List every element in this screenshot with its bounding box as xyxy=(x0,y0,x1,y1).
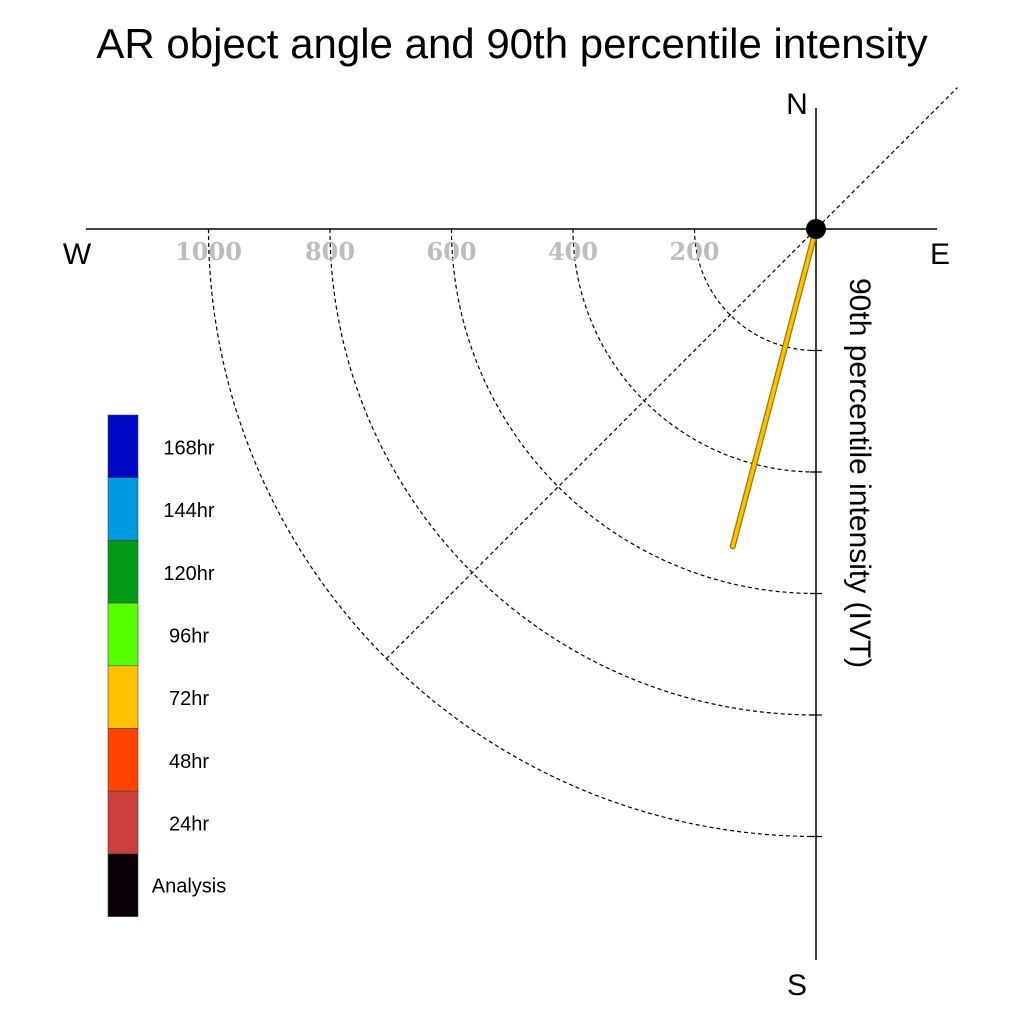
tick-label-400: 400 xyxy=(548,237,598,266)
legend-label-5: 48hr xyxy=(169,751,209,773)
legend-swatch-2 xyxy=(107,540,139,604)
legend-swatch-7 xyxy=(107,853,139,917)
legend: 168hr 144hr 120hr 96hr 72hr 48hr 24hr Analysis xyxy=(107,414,226,917)
origin-marker xyxy=(806,219,826,239)
tick-label-600: 600 xyxy=(426,237,476,266)
legend-swatch-3 xyxy=(107,602,139,667)
chart-title: AR object angle and 90th percentile inte… xyxy=(96,20,927,67)
range-ring-200 xyxy=(693,228,817,352)
legend-swatch-5 xyxy=(107,728,139,792)
radial-tick-labels: 200 400 600 800 1000 xyxy=(175,237,719,266)
diagonal-guide-line xyxy=(386,87,958,659)
tick-label-1000: 1000 xyxy=(175,237,242,266)
legend-swatch-0 xyxy=(107,414,139,479)
tick-label-200: 200 xyxy=(669,237,719,266)
series-line-0 xyxy=(731,227,818,549)
legend-label-6: 24hr xyxy=(169,814,209,836)
legend-label-1: 144hr xyxy=(163,500,214,522)
compass-south-label: S xyxy=(787,969,807,1002)
compass-north-label: N xyxy=(786,88,808,121)
y-axis-label: 90th percentile intensity (IVT) xyxy=(843,278,876,668)
legend-label-3: 96hr xyxy=(169,625,209,647)
legend-label-7: Analysis xyxy=(152,875,226,897)
compass-axes xyxy=(86,108,937,960)
compass-east-label: E xyxy=(930,238,950,271)
legend-swatch-6 xyxy=(107,790,139,855)
polar-grid xyxy=(207,87,958,838)
data-series xyxy=(729,219,826,550)
legend-label-0: 168hr xyxy=(163,437,214,459)
legend-swatch-1 xyxy=(107,477,139,541)
compass-west-label: W xyxy=(63,238,92,271)
legend-label-4: 72hr xyxy=(169,688,209,710)
tick-label-800: 800 xyxy=(305,237,355,266)
legend-swatch-4 xyxy=(107,665,139,729)
legend-label-2: 120hr xyxy=(163,563,214,585)
range-ring-600 xyxy=(450,228,817,595)
